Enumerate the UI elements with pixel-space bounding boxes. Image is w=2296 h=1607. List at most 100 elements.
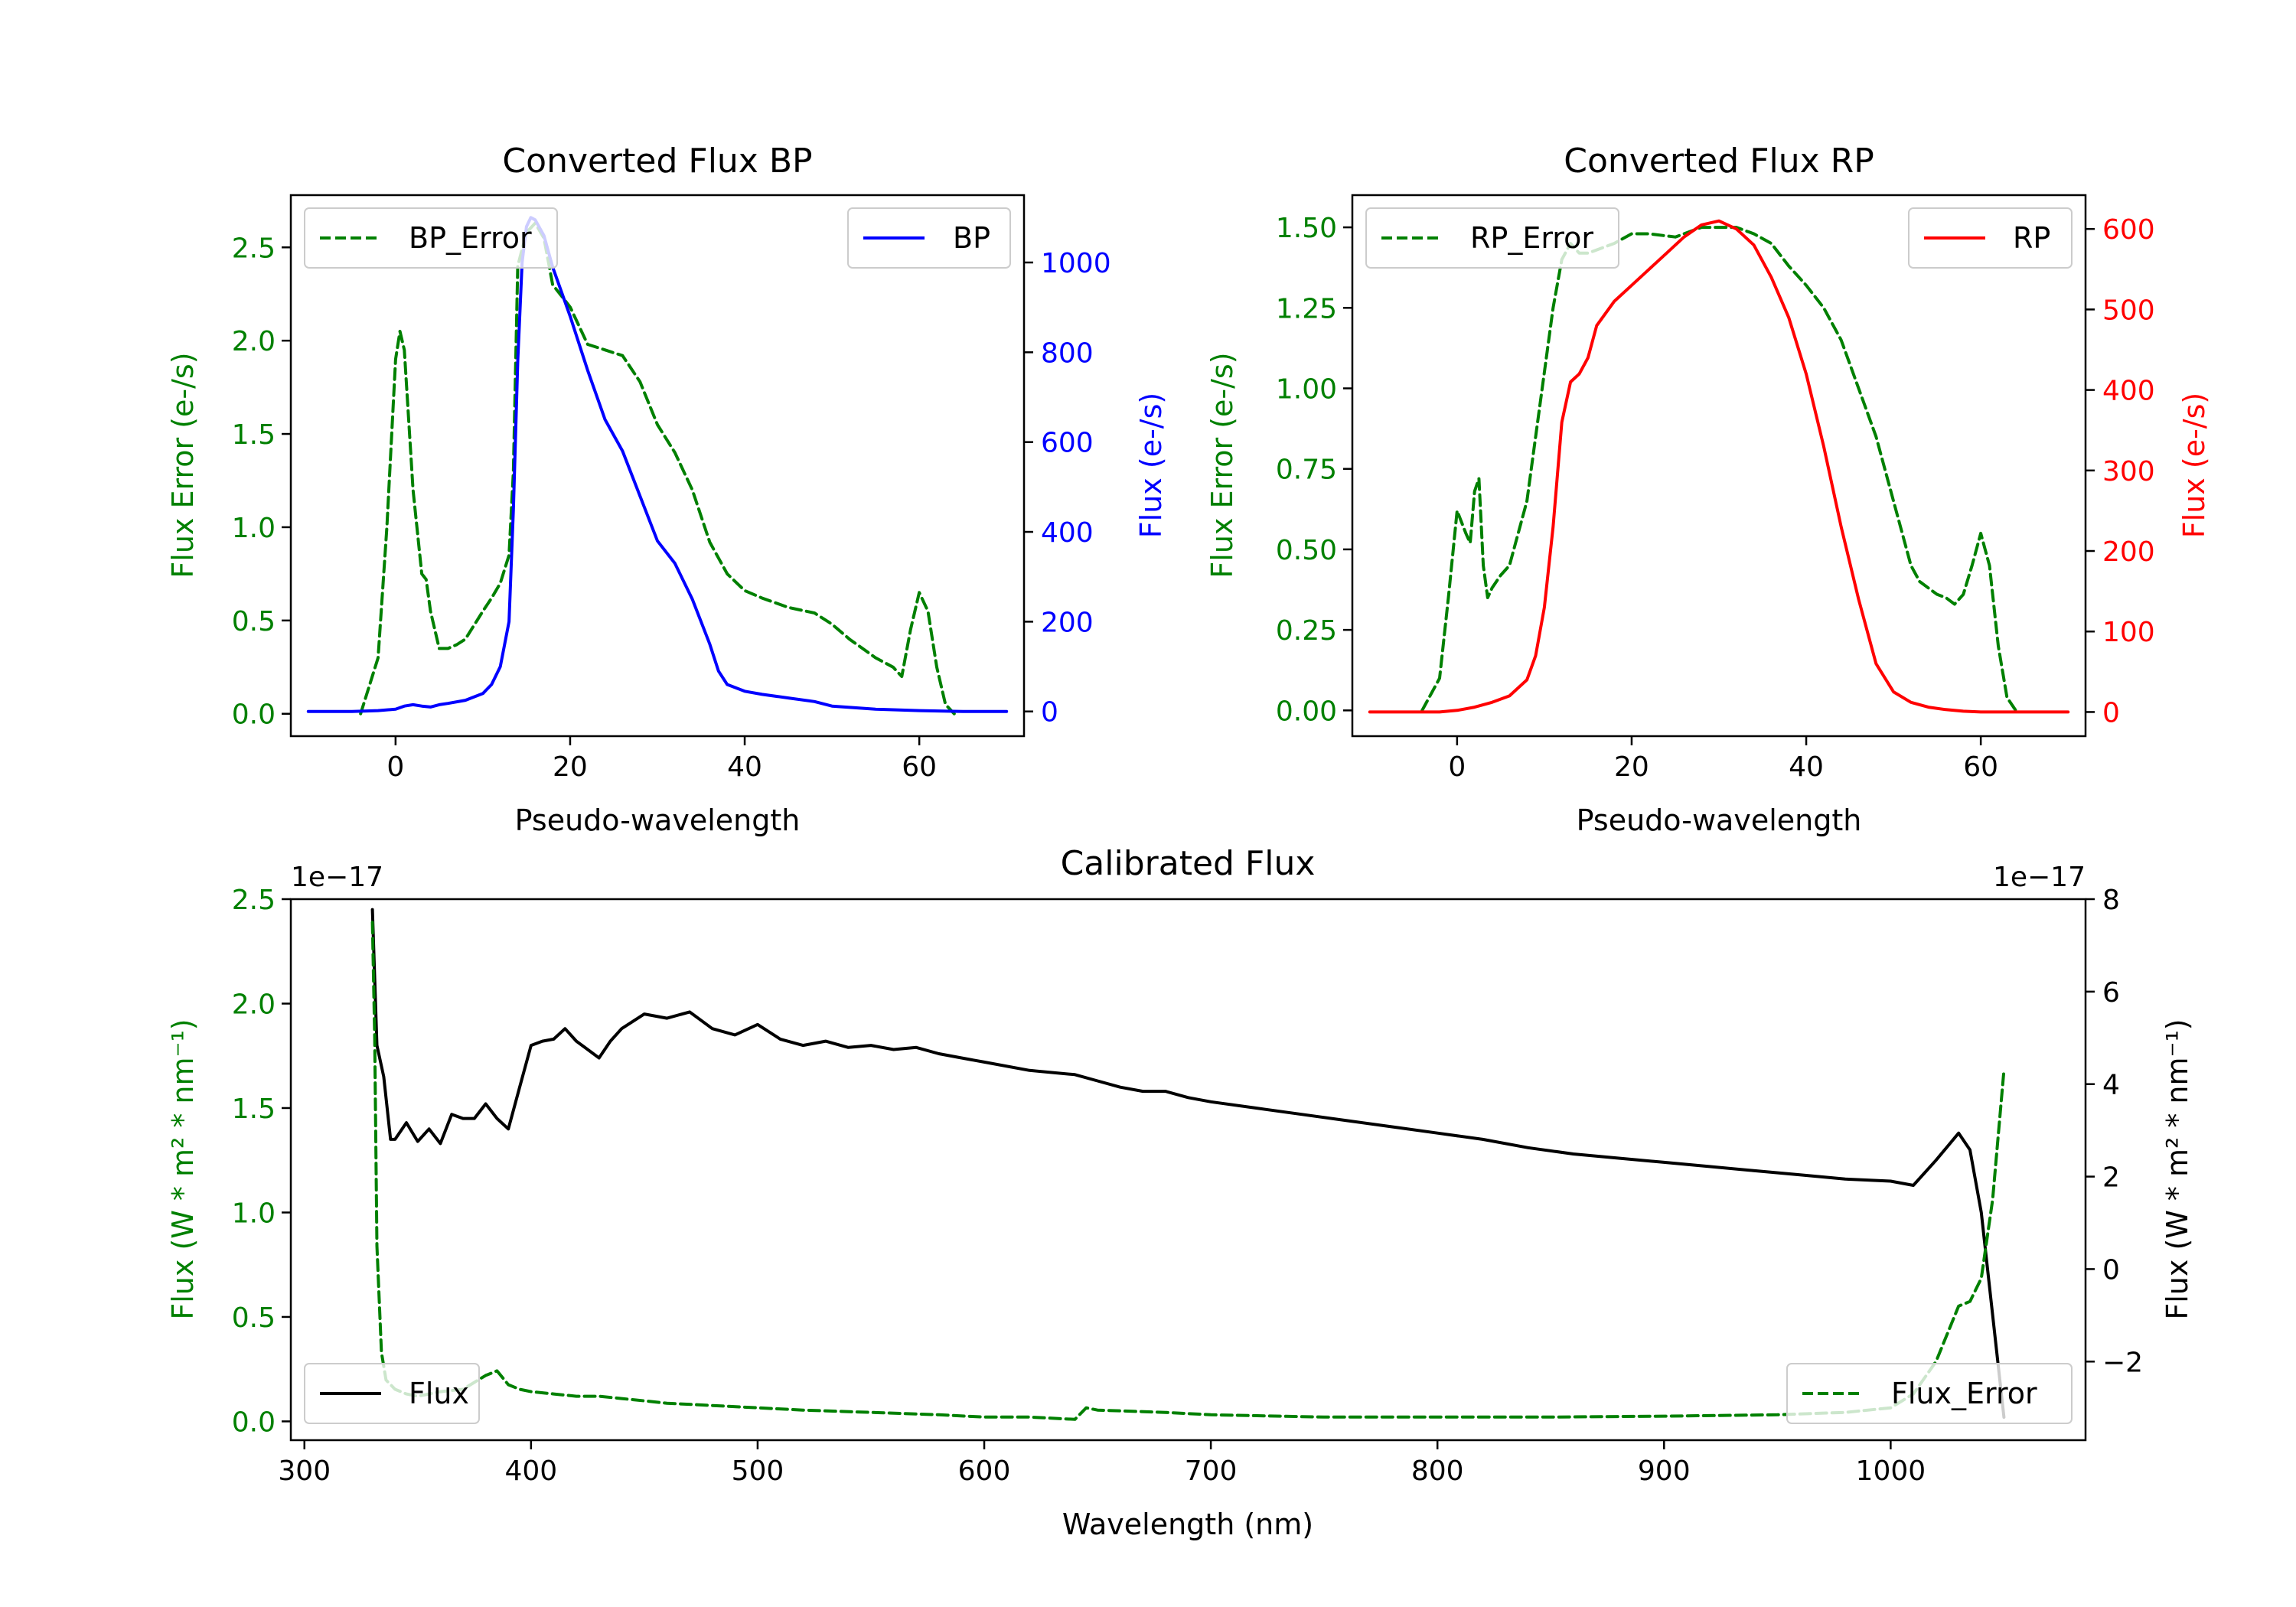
bp-x-ticks: 0 20 40 60: [386, 736, 937, 783]
cal-left-tick-label: 2.0: [232, 989, 276, 1020]
panel-rp: Converted Flux RP 0 20 40 60 0.000.250.500.…: [1205, 142, 2211, 837]
bp-x-tick-label: 60: [902, 751, 937, 783]
rp-legend-error: RP_Error: [1365, 207, 1619, 269]
bp-legend-flux: BP: [847, 207, 1011, 269]
rp-left-tick-label: 1.00: [1276, 374, 1337, 406]
bp-plot-area: [306, 216, 1009, 715]
cal-left-tick-label: 0.5: [232, 1302, 276, 1334]
cal-series-flux-line: [370, 908, 2006, 1419]
cal-x-tick-label: 700: [1185, 1455, 1238, 1487]
bp-right-tick-label: 200: [1041, 607, 1094, 638]
rp-series-rp-error-line: [1420, 226, 2017, 712]
rp-left-y-label: Flux Error (e-/s): [1205, 352, 1239, 578]
rp-x-label: Pseudo-wavelength: [1577, 804, 1862, 837]
bp-series-bp-line: [306, 216, 1009, 713]
rp-left-tick-label: 0.50: [1276, 535, 1337, 566]
rp-title: Converted Flux RP: [1564, 142, 1874, 181]
rp-right-tick-label: 500: [2102, 295, 2155, 326]
bp-left-tick-label: 0.0: [232, 699, 276, 731]
rp-legend-flux-label: RP: [2013, 221, 2050, 255]
cal-right-y-label: Flux (W * m² * nm⁻¹): [2161, 1019, 2194, 1319]
cal-left-tick-label: 2.5: [232, 885, 276, 916]
bp-right-tick-label: 0: [1041, 697, 1058, 729]
cal-right-tick-label: 0: [2102, 1254, 2120, 1286]
bp-x-tick-label: 20: [553, 751, 588, 783]
bp-left-ticks: 0.0 0.5 1.0 1.5 2.0 2.5: [232, 233, 291, 731]
rp-right-y-label: Flux (e-/s): [2177, 393, 2211, 538]
panel-calibrated: Calibrated Flux 300 400 500 600 700 800 900 100…: [166, 844, 2194, 1541]
bp-title: Converted Flux BP: [502, 142, 812, 181]
cal-plot-area: [370, 908, 2006, 1421]
rp-legend-flux: RP: [1908, 207, 2073, 269]
cal-right-tick-label: 4: [2102, 1070, 2120, 1101]
cal-x-tick-label: 800: [1411, 1455, 1464, 1487]
cal-right-offset-label: 1e−17: [1993, 862, 2086, 893]
bp-legend-error-label: BP_Error: [409, 221, 532, 255]
bp-x-label: Pseudo-wavelength: [515, 804, 801, 837]
bp-left-tick-label: 2.0: [232, 326, 276, 357]
panel-bp: Converted Flux BP 0 20 40 60 0.0 0.5 1.0 1.5 2.…: [166, 142, 1168, 837]
bp-x-tick-label: 40: [727, 751, 762, 783]
bp-right-tick-label: 600: [1041, 428, 1094, 459]
bp-right-ticks: 0 200 400 600 800 1000: [1024, 248, 1111, 729]
bp-series-bp-error-line: [359, 221, 956, 715]
cal-right-ticks: −2 0 2 4 6 8: [2086, 885, 2143, 1378]
bp-left-tick-label: 2.5: [232, 233, 276, 264]
cal-x-tick-label: 600: [958, 1455, 1011, 1487]
rp-axes-frame: [1351, 194, 2087, 738]
rp-x-tick-label: 60: [1963, 751, 1998, 783]
rp-left-tick-label: 0.25: [1276, 615, 1337, 647]
cal-x-tick-label: 1000: [1856, 1455, 1926, 1487]
cal-left-offset-label: 1e−17: [291, 862, 383, 893]
bp-right-tick-label: 1000: [1041, 248, 1111, 279]
cal-right-tick-label: 6: [2102, 977, 2120, 1009]
cal-legend-error-label: Flux_Error: [1891, 1377, 2037, 1410]
rp-x-ticks: 0 20 40 60: [1448, 736, 1998, 783]
bp-right-tick-label: 400: [1041, 517, 1094, 549]
bp-left-tick-label: 0.5: [232, 606, 276, 637]
cal-right-tick-label: 2: [2102, 1162, 2120, 1194]
cal-left-tick-label: 1.0: [232, 1198, 276, 1229]
cal-legend-error: Flux_Error: [1786, 1363, 2073, 1424]
bp-axes-frame: [289, 194, 1026, 738]
cal-axes-frame: [289, 898, 2087, 1442]
rp-right-tick-label: 0: [2102, 697, 2120, 729]
bp-right-y-label: Flux (e-/s): [1134, 393, 1168, 538]
bp-left-tick-label: 1.5: [232, 419, 276, 451]
rp-plot-area: [1368, 219, 2070, 714]
cal-x-tick-label: 900: [1638, 1455, 1691, 1487]
rp-left-tick-label: 1.25: [1276, 293, 1337, 324]
rp-x-tick-label: 40: [1789, 751, 1824, 783]
rp-legend-error-label: RP_Error: [1470, 221, 1593, 255]
rp-left-tick-label: 0.00: [1276, 696, 1337, 727]
cal-x-tick-label: 500: [732, 1455, 784, 1487]
rp-right-tick-label: 300: [2102, 456, 2155, 487]
cal-right-tick-label: −2: [2102, 1347, 2143, 1378]
cal-left-tick-label: 0.0: [232, 1407, 276, 1438]
cal-x-ticks: 300 400 500 600 700 800 900 1000: [278, 1440, 1926, 1487]
rp-right-tick-label: 100: [2102, 617, 2155, 648]
rp-left-tick-label: 0.75: [1276, 455, 1337, 486]
cal-legend-flux-label: Flux: [409, 1377, 469, 1410]
cal-left-ticks: 0.0 0.5 1.0 1.5 2.0 2.5: [232, 885, 291, 1438]
bp-left-y-label: Flux Error (e-/s): [166, 352, 200, 578]
rp-right-tick-label: 600: [2102, 214, 2155, 246]
rp-right-tick-label: 400: [2102, 376, 2155, 407]
bp-legend-flux-label: BP: [953, 221, 990, 255]
cal-title: Calibrated Flux: [1061, 844, 1316, 883]
bp-legend-error: BP_Error: [304, 207, 558, 269]
rp-left-ticks: 0.00 0.25 0.50 0.75 1.00 1.25 1.50: [1276, 213, 1352, 727]
cal-right-tick-label: 8: [2102, 885, 2120, 916]
rp-right-tick-label: 200: [2102, 536, 2155, 568]
bp-left-tick-label: 1.0: [232, 513, 276, 544]
rp-series-rp-line: [1368, 219, 2070, 714]
bp-right-tick-label: 800: [1041, 337, 1094, 369]
bp-x-tick-label: 0: [386, 751, 404, 783]
rp-right-ticks: 0 100 200 300 400 500 600: [2086, 214, 2155, 729]
rp-x-tick-label: 0: [1448, 751, 1466, 783]
cal-left-y-label: Flux (W * m² * nm⁻¹): [166, 1019, 200, 1319]
cal-legend-flux: Flux: [304, 1363, 480, 1424]
rp-left-tick-label: 1.50: [1276, 213, 1337, 244]
cal-x-label: Wavelength (nm): [1062, 1508, 1313, 1541]
